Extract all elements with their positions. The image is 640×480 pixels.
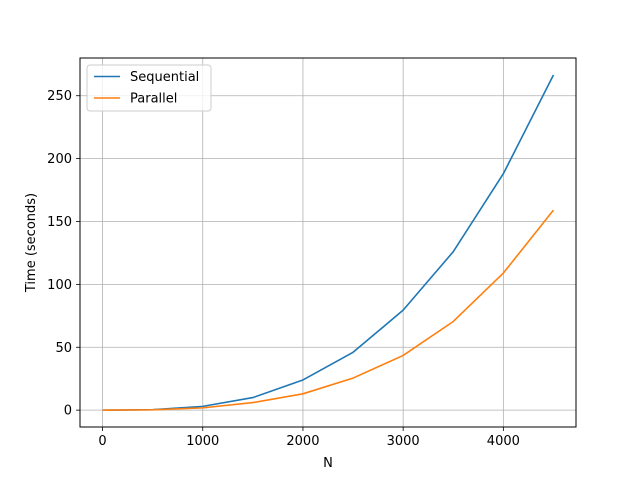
x-tick-label: 1000 (186, 434, 219, 449)
x-axis-label: N (323, 456, 333, 471)
y-tick-label: 100 (47, 278, 72, 293)
y-tick-label: 0 (64, 404, 72, 419)
series-line-parallel (102, 209, 555, 411)
legend-label-sequential: Sequential (130, 70, 199, 85)
x-tick-label: 4000 (487, 434, 520, 449)
y-tick-label: 250 (47, 89, 72, 104)
x-tick-label: 2000 (286, 434, 319, 449)
legend-label-parallel: Parallel (130, 92, 177, 107)
grid (80, 58, 576, 427)
x-tick-label: 3000 (387, 434, 420, 449)
series-line-sequential (102, 74, 555, 411)
y-tick-label: 150 (47, 215, 72, 230)
axis-ticks: 0 1000 2000 3000 4000 0 50 100 150 200 250 (47, 89, 520, 449)
y-tick-label: 200 (47, 152, 72, 167)
x-tick-label: 0 (98, 434, 106, 449)
plot-frame (79, 57, 577, 428)
y-tick-label: 50 (55, 341, 72, 356)
y-axis-label: Time (seconds) (24, 193, 39, 293)
legend: Sequential Parallel (86, 64, 212, 112)
series-lines (102, 74, 555, 411)
